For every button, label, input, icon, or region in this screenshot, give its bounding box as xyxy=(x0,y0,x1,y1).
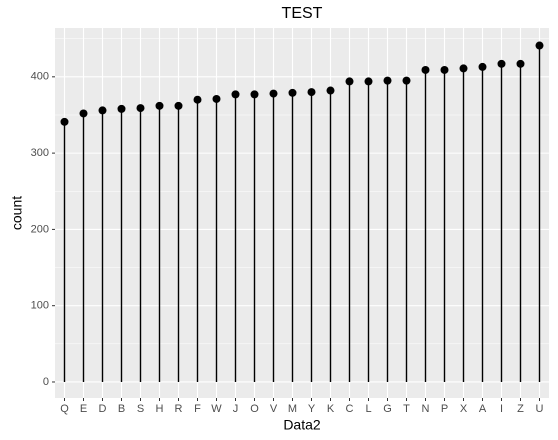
point xyxy=(231,90,240,99)
x-tick-label: B xyxy=(118,403,125,415)
x-tick-label: R xyxy=(175,403,183,415)
x-tick-label: L xyxy=(365,403,371,415)
x-tick-label: Q xyxy=(60,403,69,415)
x-tick-label: H xyxy=(156,403,164,415)
x-tick-label: O xyxy=(250,403,259,415)
x-tick-label: G xyxy=(383,403,392,415)
point xyxy=(288,88,297,97)
point xyxy=(79,109,88,118)
panel xyxy=(55,28,549,398)
x-tick-label: N xyxy=(422,403,430,415)
point xyxy=(98,106,107,115)
point xyxy=(307,88,316,97)
x-tick-label: U xyxy=(536,403,544,415)
x-tick-label: D xyxy=(99,403,107,415)
y-tick-label: 300 xyxy=(31,147,49,159)
point xyxy=(364,77,373,86)
point xyxy=(383,76,392,85)
point xyxy=(459,64,468,73)
x-tick-label: C xyxy=(346,403,354,415)
point xyxy=(440,65,449,74)
x-tick-label: Y xyxy=(308,403,316,415)
x-tick-label: E xyxy=(80,403,87,415)
point xyxy=(174,101,183,110)
x-tick-label: T xyxy=(403,403,410,415)
x-tick-label: I xyxy=(500,403,503,415)
y-axis-title: count xyxy=(9,196,25,230)
point xyxy=(117,104,126,113)
point xyxy=(155,101,164,110)
point xyxy=(535,41,544,50)
point xyxy=(269,89,278,98)
x-axis-title: Data2 xyxy=(283,417,321,433)
point xyxy=(326,86,335,95)
y-tick-label: 0 xyxy=(43,376,49,388)
y-tick-label: 200 xyxy=(31,223,49,235)
x-tick-label: V xyxy=(270,403,278,415)
x-tick-label: W xyxy=(211,403,222,415)
x-tick-label: P xyxy=(441,403,448,415)
point xyxy=(193,95,202,104)
x-tick-label: K xyxy=(327,403,335,415)
point xyxy=(212,94,221,103)
point xyxy=(421,65,430,74)
point xyxy=(136,104,145,113)
point xyxy=(60,117,69,126)
chart-title: TEST xyxy=(282,5,323,22)
x-tick-label: J xyxy=(233,403,239,415)
y-tick-label: 100 xyxy=(31,300,49,312)
x-tick-label: X xyxy=(460,403,468,415)
point xyxy=(345,77,354,86)
x-tick-label: A xyxy=(479,403,487,415)
point xyxy=(402,76,411,85)
point xyxy=(478,62,487,71)
x-tick-label: M xyxy=(288,403,297,415)
y-tick-label: 400 xyxy=(31,71,49,83)
point xyxy=(497,59,506,68)
point xyxy=(250,90,259,99)
x-tick-label: S xyxy=(137,403,144,415)
x-tick-label: Z xyxy=(517,403,524,415)
x-tick-label: F xyxy=(194,403,201,415)
point xyxy=(516,59,525,68)
